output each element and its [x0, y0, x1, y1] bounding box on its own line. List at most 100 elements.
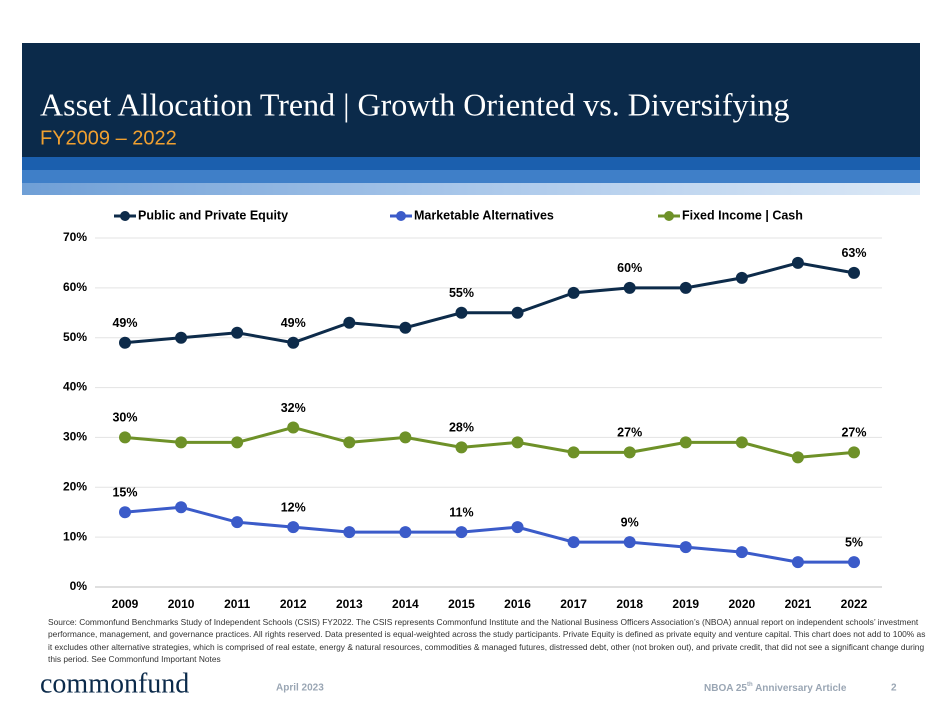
header-stripe: [22, 157, 920, 170]
data-point: [735, 271, 748, 284]
y-tick-label: 20%: [63, 479, 87, 493]
data-point: [679, 541, 692, 554]
data-point: [511, 521, 524, 534]
slide-subtitle: FY2009 – 2022: [40, 127, 177, 149]
data-point: [119, 336, 131, 349]
x-tick-label: 2022: [841, 597, 868, 611]
data-point: [567, 286, 580, 299]
header-stripe: [22, 170, 920, 183]
data-point: [175, 436, 188, 449]
data-label: 32%: [281, 401, 306, 415]
footer-date: April 2023: [276, 683, 324, 694]
data-label: 5%: [845, 535, 863, 549]
data-point: [455, 526, 468, 539]
logo: commonfund: [40, 668, 189, 699]
series-line: [124, 505, 854, 564]
legend-label: Fixed Income | Cash: [682, 208, 803, 222]
data-point: [175, 331, 188, 344]
data-label: 12%: [281, 500, 306, 514]
x-tick-label: 2010: [168, 597, 195, 611]
data-point: [848, 266, 860, 279]
y-tick-label: 30%: [63, 430, 87, 444]
x-tick-label: 2011: [224, 597, 250, 611]
footer-article: NBOA 25th Anniversary Article: [704, 682, 847, 694]
y-tick-label: 50%: [63, 330, 87, 344]
data-point: [679, 436, 692, 449]
footer-article-text: Anniversary Article: [753, 683, 847, 694]
data-point: [848, 556, 860, 569]
data-label: 60%: [617, 261, 642, 275]
x-tick-label: 2015: [448, 597, 475, 611]
data-label: 55%: [449, 286, 474, 300]
data-point: [455, 306, 468, 319]
x-tick-label: 2014: [392, 597, 419, 611]
data-point: [399, 431, 412, 444]
series-line: [124, 425, 855, 459]
header-band: [22, 43, 920, 157]
data-point: [175, 501, 188, 514]
data-point: [791, 556, 804, 569]
x-tick-label: 2013: [336, 597, 363, 611]
data-label: 28%: [449, 421, 474, 435]
x-tick-label: 2009: [112, 597, 139, 611]
legend-marker: [120, 211, 130, 221]
data-point: [399, 526, 412, 539]
data-point: [399, 321, 412, 334]
data-point: [119, 506, 131, 519]
data-point: [848, 446, 860, 459]
data-point: [791, 256, 804, 269]
x-tick-label: 2012: [280, 597, 307, 611]
data-point: [623, 281, 636, 294]
x-tick-label: 2018: [616, 597, 643, 611]
footer-article-sup: th: [747, 682, 753, 688]
data-point: [287, 421, 300, 434]
data-point: [287, 336, 300, 349]
legend-marker: [664, 211, 674, 221]
data-point: [231, 326, 244, 339]
data-point: [511, 306, 524, 319]
data-point: [343, 436, 356, 449]
data-point: [735, 546, 748, 559]
data-label: 49%: [112, 316, 137, 330]
y-tick-label: 60%: [63, 280, 87, 294]
plot: 0% 10% 20% 30% 40% 50% 60% 70% 2009 2010 2011 2012 2…: [63, 208, 882, 611]
x-tick-label: 2019: [672, 597, 699, 611]
legend-label: Public and Private Equity: [138, 208, 288, 222]
data-point: [119, 431, 131, 444]
legend-label: Marketable Alternatives: [414, 208, 554, 222]
footer-article-text: NBOA 25: [704, 683, 747, 694]
legend-marker: [396, 211, 406, 221]
data-point: [567, 446, 580, 459]
data-label: 11%: [449, 505, 473, 519]
data-label: 30%: [112, 411, 137, 425]
page-number: 2: [891, 683, 897, 694]
data-point: [455, 441, 468, 454]
data-label: 27%: [617, 426, 642, 440]
data-point: [511, 436, 524, 449]
data-point: [231, 516, 244, 529]
x-tick-label: 2021: [785, 597, 812, 611]
y-tick-label: 70%: [63, 230, 87, 244]
data-label: 49%: [281, 316, 306, 330]
data-point: [791, 451, 804, 464]
data-point: [679, 281, 692, 294]
data-point: [623, 446, 636, 459]
header-stripe: [22, 183, 920, 195]
data-point: [567, 536, 580, 549]
y-tick-label: 10%: [63, 529, 87, 543]
data-point: [623, 536, 636, 549]
y-tick-label: 40%: [63, 380, 87, 394]
data-point: [287, 521, 300, 534]
data-label: 9%: [621, 515, 639, 529]
slide-title: Asset Allocation Trend | Growth Oriented…: [40, 86, 789, 122]
data-point: [231, 436, 244, 449]
series-line: [124, 261, 855, 345]
data-label: 27%: [841, 426, 866, 440]
data-label: 15%: [112, 486, 137, 500]
x-tick-label: 2017: [560, 597, 587, 611]
data-point: [735, 436, 748, 449]
x-tick-label: 2020: [728, 597, 755, 611]
data-point: [343, 526, 356, 539]
